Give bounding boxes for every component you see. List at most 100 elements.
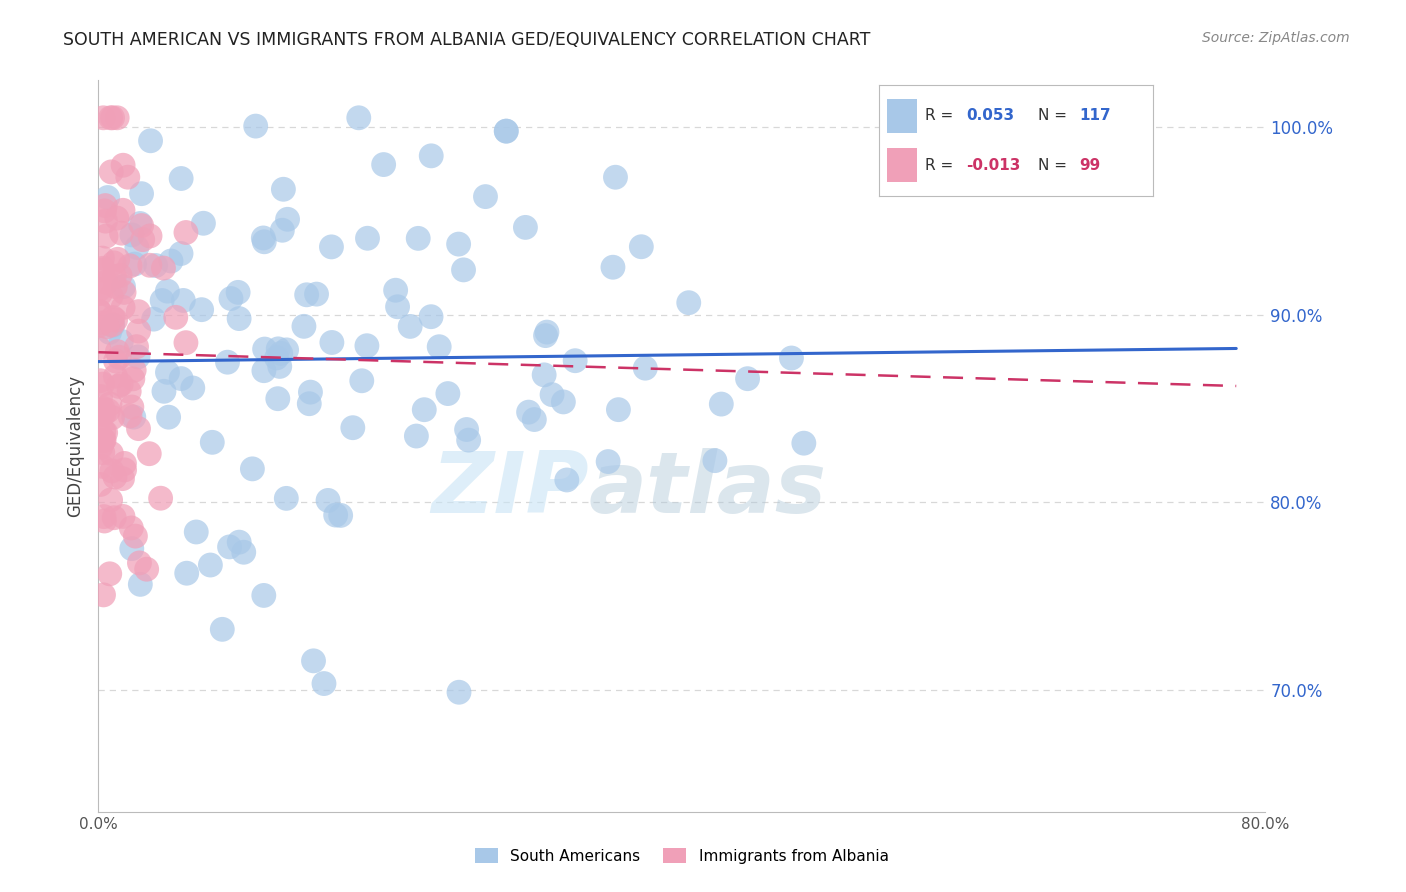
- Point: [276, 491, 298, 506]
- Point: [93, 514, 115, 528]
- Point: [321, 240, 343, 254]
- Point: [456, 423, 478, 437]
- Point: [125, 240, 148, 254]
- Point: [94, 229, 117, 244]
- Point: [427, 340, 450, 354]
- Point: [91, 316, 114, 330]
- Point: [103, 269, 125, 284]
- Point: [437, 386, 460, 401]
- Point: [120, 521, 142, 535]
- Point: [325, 508, 347, 522]
- Point: [245, 119, 267, 133]
- Point: [128, 556, 150, 570]
- Point: [108, 351, 131, 365]
- Point: [139, 229, 162, 244]
- Point: [122, 363, 145, 377]
- Point: [523, 412, 546, 426]
- Point: [142, 312, 165, 326]
- Point: [90, 477, 112, 491]
- Point: [107, 344, 129, 359]
- Point: [112, 158, 135, 172]
- Point: [564, 353, 586, 368]
- Point: [94, 425, 117, 440]
- Point: [128, 422, 150, 436]
- Point: [160, 254, 183, 268]
- Point: [384, 283, 406, 297]
- Point: [226, 285, 249, 300]
- Point: [139, 134, 162, 148]
- Point: [131, 219, 153, 233]
- Point: [453, 263, 475, 277]
- Point: [228, 535, 250, 549]
- Point: [96, 319, 118, 334]
- Point: [112, 285, 135, 300]
- Point: [104, 470, 127, 484]
- Point: [90, 440, 112, 454]
- Point: [232, 545, 254, 559]
- Point: [156, 365, 179, 379]
- Point: [112, 279, 135, 293]
- Point: [316, 493, 339, 508]
- Point: [350, 374, 373, 388]
- Bar: [887, 99, 917, 133]
- Point: [342, 420, 364, 434]
- Point: [97, 190, 120, 204]
- Text: Source: ZipAtlas.com: Source: ZipAtlas.com: [1202, 31, 1350, 45]
- Point: [399, 319, 422, 334]
- Point: [90, 389, 112, 403]
- Point: [100, 289, 122, 303]
- Point: [93, 407, 115, 421]
- Point: [150, 293, 173, 308]
- Point: [420, 149, 443, 163]
- Point: [93, 588, 115, 602]
- Point: [186, 524, 208, 539]
- Point: [270, 346, 292, 360]
- Point: [495, 124, 517, 138]
- Point: [267, 342, 290, 356]
- Point: [93, 425, 115, 439]
- Point: [277, 212, 299, 227]
- Point: [474, 189, 496, 203]
- Point: [91, 111, 114, 125]
- Point: [678, 295, 700, 310]
- Point: [98, 566, 121, 581]
- Point: [298, 397, 321, 411]
- Point: [90, 459, 112, 474]
- Point: [104, 369, 127, 384]
- Point: [91, 445, 114, 459]
- Point: [101, 111, 124, 125]
- Point: [111, 509, 134, 524]
- Point: [87, 341, 110, 355]
- Point: [101, 310, 124, 325]
- Point: [101, 464, 124, 478]
- Point: [107, 252, 129, 267]
- Text: N =: N =: [1038, 158, 1071, 172]
- Point: [253, 589, 276, 603]
- Point: [114, 463, 136, 477]
- Point: [138, 447, 160, 461]
- Point: [457, 433, 479, 447]
- Legend: South Americans, Immigrants from Albania: South Americans, Immigrants from Albania: [470, 842, 894, 870]
- Point: [98, 326, 121, 340]
- Text: R =: R =: [925, 158, 959, 172]
- Point: [737, 372, 759, 386]
- Point: [703, 453, 725, 467]
- Point: [598, 454, 620, 468]
- Text: 99: 99: [1078, 158, 1099, 172]
- Point: [602, 260, 624, 275]
- Point: [94, 275, 117, 289]
- Point: [406, 231, 429, 245]
- Point: [269, 359, 291, 374]
- Point: [170, 171, 193, 186]
- Point: [266, 351, 288, 365]
- Point: [447, 237, 470, 252]
- Bar: [887, 148, 917, 182]
- Point: [200, 558, 222, 572]
- Point: [107, 379, 129, 393]
- Point: [253, 235, 276, 249]
- Text: ZIP: ZIP: [430, 449, 589, 532]
- Point: [420, 310, 443, 324]
- Point: [356, 231, 378, 245]
- Point: [553, 395, 575, 409]
- Point: [110, 334, 132, 349]
